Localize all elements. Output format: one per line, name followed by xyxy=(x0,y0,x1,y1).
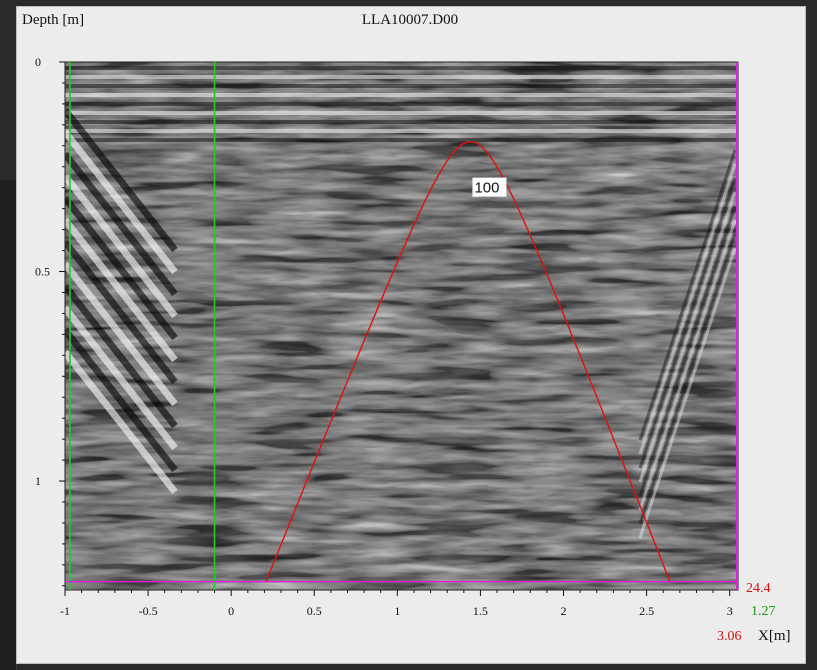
x-tick-label: 1.5 xyxy=(473,604,488,618)
x-tick-label: 2.5 xyxy=(639,604,654,618)
surface-band xyxy=(65,138,738,142)
dipping-reflector xyxy=(65,327,178,473)
dipping-reflector xyxy=(65,349,178,495)
file-title: LLA10007.D00 xyxy=(361,12,459,28)
hyperbola-fit-curve[interactable] xyxy=(265,141,671,582)
surface-band xyxy=(65,93,738,97)
x-readout: 3.06 xyxy=(717,629,742,644)
dipping-reflector xyxy=(65,129,178,275)
y-tick-label: 1 xyxy=(35,474,41,488)
y-tick-label: 0.5 xyxy=(35,265,50,279)
dipping-reflector xyxy=(638,149,737,441)
surface-band xyxy=(65,120,738,124)
dipping-reflector xyxy=(65,217,178,363)
hyperbola-label: 100 xyxy=(472,177,507,197)
dipping-reflector xyxy=(65,107,178,253)
dipping-reflector xyxy=(65,305,178,451)
surface-band xyxy=(65,84,738,88)
x-tick-label: 2 xyxy=(561,604,567,618)
dipping-reflector xyxy=(638,219,737,511)
dipping-reflector xyxy=(638,163,737,455)
surface-band xyxy=(65,102,738,106)
y-axis: 00.51 xyxy=(35,55,65,587)
dipping-reflector xyxy=(638,191,737,483)
x-tick-label: -1 xyxy=(60,604,70,618)
x-tick-label: 0.5 xyxy=(307,604,322,618)
dipping-reflector xyxy=(65,195,178,341)
cursor-lines[interactable] xyxy=(65,62,738,590)
x-tick-label: 0 xyxy=(228,604,234,618)
x-tick-label: -0.5 xyxy=(139,604,158,618)
radargram-image xyxy=(65,62,738,590)
green-readout: 1.27 xyxy=(751,604,776,619)
dipping-reflector xyxy=(638,205,737,497)
dipping-reflector xyxy=(65,261,178,407)
depth-readout: 24.4 xyxy=(746,581,771,596)
dipping-reflector xyxy=(638,233,737,525)
dipping-reflector xyxy=(65,173,178,319)
dipping-reflector xyxy=(638,177,737,469)
dipping-reflector xyxy=(65,151,178,297)
surface-band xyxy=(65,75,738,79)
x-tick-label: 3 xyxy=(727,604,733,618)
x-tick-label: 1 xyxy=(394,604,400,618)
dipping-reflector xyxy=(638,247,737,539)
surface-band xyxy=(65,129,738,133)
surface-band xyxy=(65,111,738,115)
x-axis: -1 -0.5 0 0.5 1 1.5 2 2.5 3 xyxy=(60,590,733,618)
dipping-reflector xyxy=(65,283,178,429)
surface-band xyxy=(65,66,738,70)
y-tick-label: 0 xyxy=(35,55,41,69)
dipping-reflector xyxy=(65,239,178,385)
y-axis-title: Depth [m] xyxy=(22,12,85,28)
x-axis-title: X[m] xyxy=(758,628,791,644)
hyperbola-velocity-label: 100 xyxy=(474,180,499,197)
